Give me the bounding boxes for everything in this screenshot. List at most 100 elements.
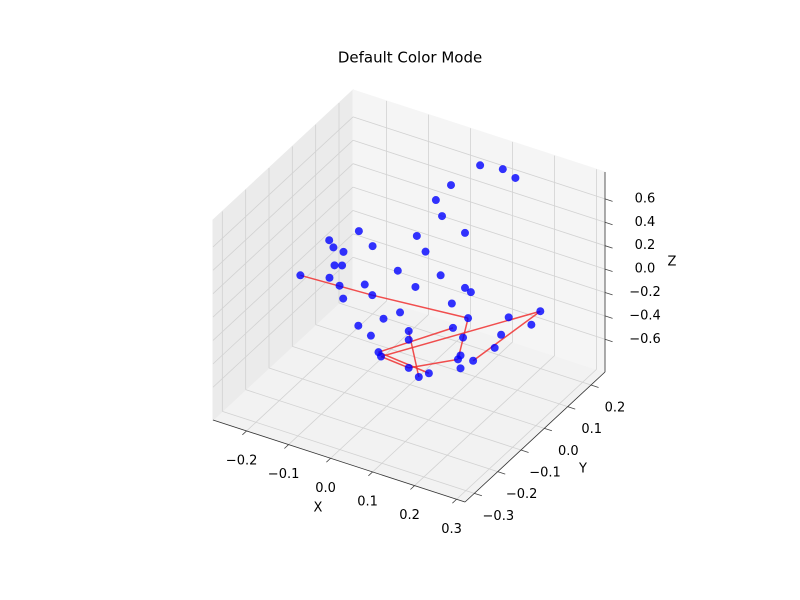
grid-line [268,367,522,451]
z-axis-label: Z [668,255,677,270]
tick-mark [284,444,289,449]
point [454,355,462,364]
tick-mark [520,449,529,453]
grid-line [212,186,354,318]
y-axis-line [464,371,606,503]
z-tick-label: −0.6 [629,332,661,347]
connection-line [380,310,541,358]
tick-mark [604,292,613,296]
x-tick-label: 0.0 [315,481,336,496]
tick-mark [410,485,415,490]
point [498,165,507,174]
grid-line [212,233,354,365]
point [536,307,545,316]
x-tick-label: 0.1 [357,494,378,509]
point [368,291,377,300]
z-tick-label: 0.2 [635,238,656,253]
point [461,283,469,292]
point [527,320,536,329]
point [329,243,338,252]
point [504,313,513,322]
grid-line [292,345,545,429]
point [360,280,369,289]
point [354,321,363,330]
tick-mark [604,245,613,249]
grid-line [352,163,606,247]
point [414,372,423,381]
grid-line [212,139,354,271]
point [379,314,388,323]
point [396,308,405,317]
chart-title: Default Color Mode [338,49,482,67]
point [421,247,430,256]
point [447,299,456,308]
grid-line [212,163,354,294]
y-axis-label: Y [578,462,587,477]
point [325,236,334,245]
point [366,331,375,340]
point [339,294,348,303]
grid-line [352,210,606,293]
x-axis-label: X [314,501,323,516]
grid-line [372,341,513,473]
point [490,343,499,352]
point [456,364,465,373]
tick-mark [567,406,576,410]
grid-line [330,327,471,459]
grid-line [288,314,429,445]
x-tick-label: −0.2 [226,453,258,468]
point [466,288,475,297]
x-axis-line [212,419,466,503]
point [330,261,339,270]
point [404,327,413,336]
connection-line [372,294,469,319]
tick-mark [590,384,599,388]
x-tick-label: −0.1 [268,467,300,482]
point [476,161,485,170]
grid-line [222,410,475,494]
point [448,323,457,332]
point [511,173,520,182]
tick-mark [604,198,613,202]
point [339,247,348,256]
z-tick-label: 0.6 [635,191,656,206]
y-tick-label: −0.3 [483,509,515,524]
grid-line [246,300,387,432]
y-tick-label: 0.1 [581,422,602,437]
point [354,227,363,236]
z-tick-label: 0.4 [635,215,656,230]
grid-line [212,116,354,248]
point [404,335,413,344]
tick-mark [604,338,613,343]
tick-mark [544,427,553,432]
point [393,266,402,275]
y-tick-label: 0.0 [558,444,579,459]
grid-line [352,233,606,317]
tick-mark [604,268,613,272]
grid-line [245,389,498,473]
tick-mark [368,471,373,477]
point [325,273,334,282]
point [377,352,385,361]
point [497,330,506,339]
point [438,212,447,221]
point [447,181,455,190]
x-tick-label: 0.3 [441,522,462,537]
point [412,231,421,240]
point [424,369,433,378]
x-tick-label: 0.2 [399,508,420,523]
connection-line [378,327,454,353]
point [464,314,473,323]
point [411,282,420,291]
grid-line [352,139,606,223]
point [461,228,469,237]
point [296,271,305,280]
point [431,196,440,205]
point [459,333,468,342]
point [469,356,478,365]
tick-mark [497,471,506,475]
z-tick-label: −0.2 [629,285,661,300]
grid-line [456,368,597,500]
tick-mark [326,457,331,463]
